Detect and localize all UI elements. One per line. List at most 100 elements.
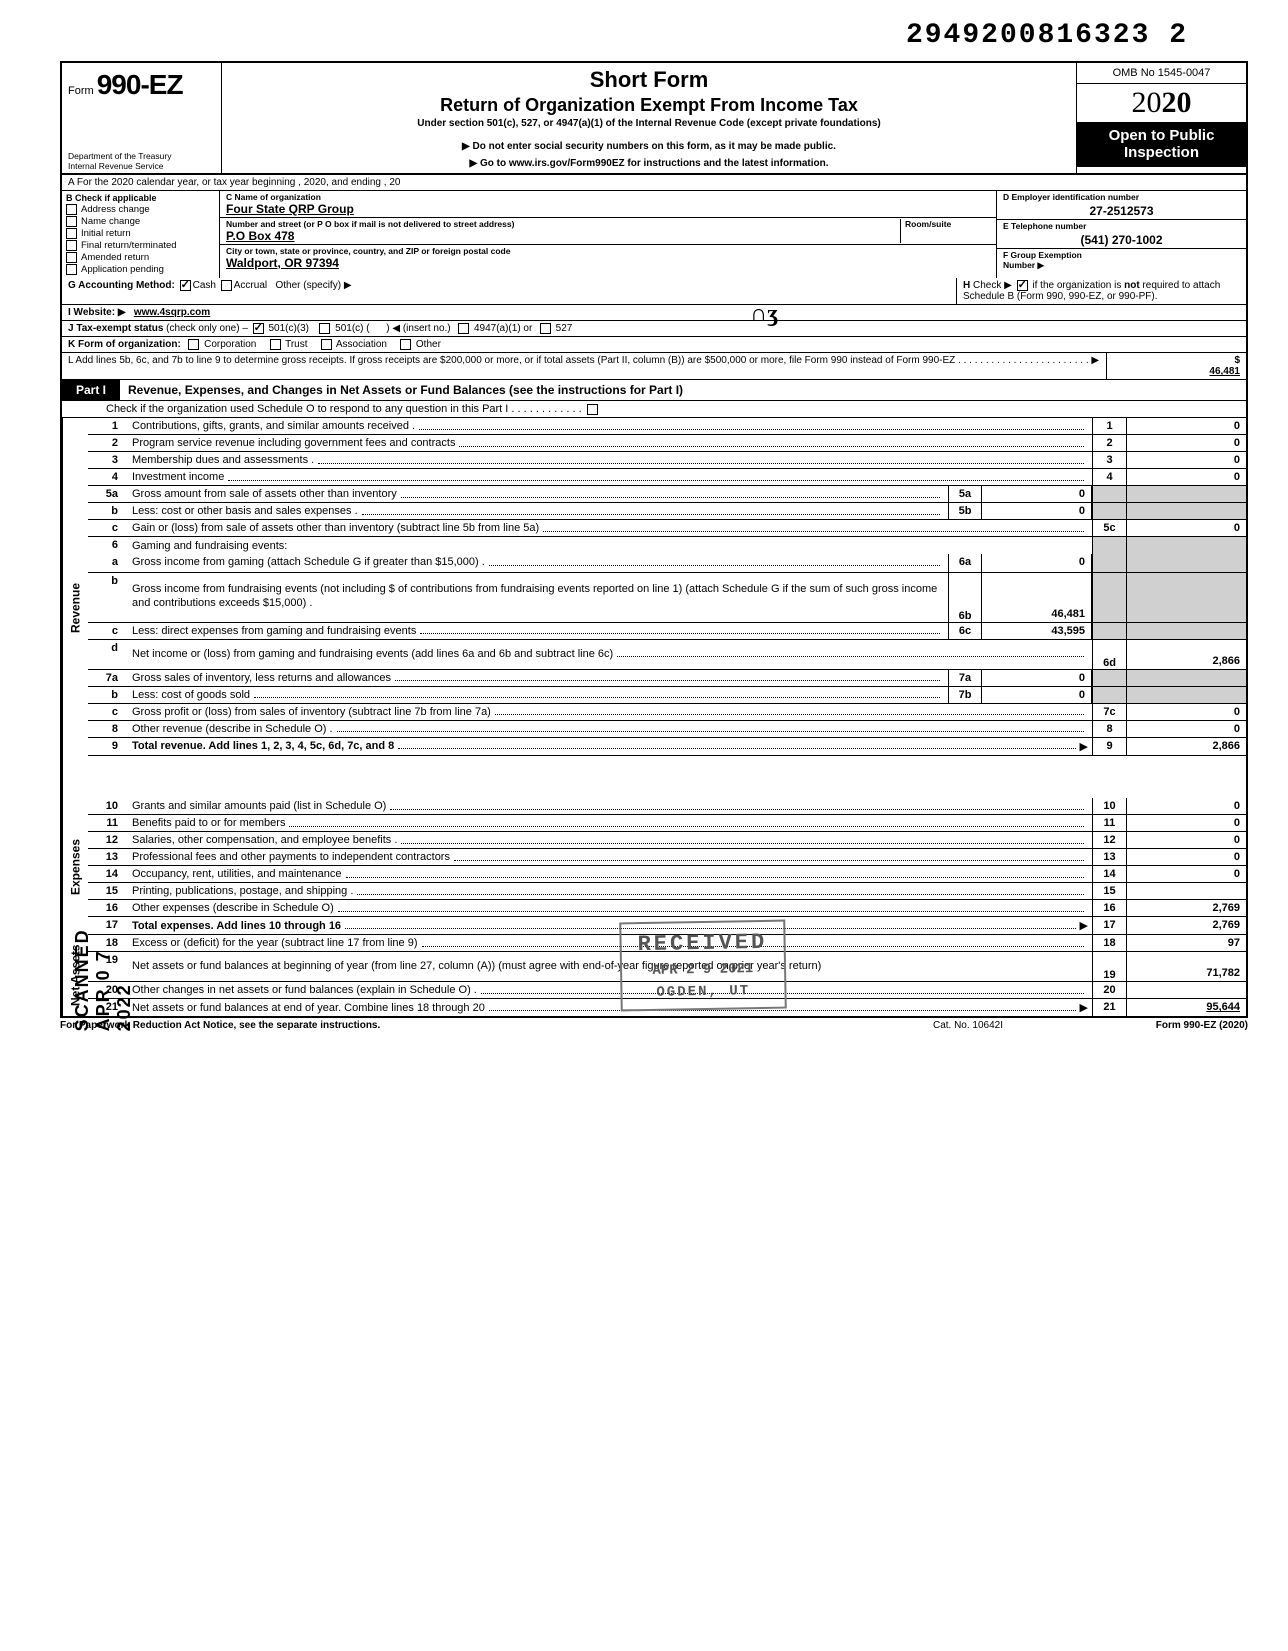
end-num: 20: [1092, 982, 1126, 998]
end-amt: 0: [1126, 435, 1246, 451]
end-num: 1: [1092, 418, 1126, 434]
line-6b: b Gross income from fundraising events (…: [88, 573, 1246, 623]
line-5a: 5a Gross amount from sale of assets othe…: [88, 486, 1246, 503]
chk-amended-return[interactable]: Amended return: [66, 252, 215, 263]
checkbox-icon[interactable]: [66, 216, 77, 227]
end-amt: 0: [1126, 704, 1246, 720]
chk-label: Amended return: [81, 252, 149, 263]
chk-address-change[interactable]: Address change: [66, 204, 215, 215]
end-amt-gray: [1126, 537, 1246, 554]
line-desc: Net income or (loss) from gaming and fun…: [132, 648, 613, 661]
line-desc: Membership dues and assessments .: [132, 454, 314, 466]
line-11: 11 Benefits paid to or for members 11 0: [88, 815, 1246, 832]
mid-num: 7a: [948, 670, 982, 686]
form-header: Form 990-EZ Department of the Treasury I…: [60, 61, 1248, 175]
warn-ssn: ▶ Do not enter social security numbers o…: [230, 141, 1068, 152]
mid-amt: 0: [982, 670, 1092, 686]
checkbox-corp-icon[interactable]: [188, 339, 199, 350]
ein-label: D Employer identification number: [1003, 192, 1240, 202]
end-amt: 71,782: [1126, 952, 1246, 981]
line-desc: Benefits paid to or for members: [132, 817, 285, 829]
row-h-schedule-b: H Check ▶ if the organization is not req…: [956, 278, 1246, 304]
line-6: 6 Gaming and fundraising events:: [88, 537, 1246, 554]
checkbox-501c-icon[interactable]: [319, 323, 330, 334]
checkbox-501c3-icon[interactable]: [253, 323, 264, 334]
checkbox-icon[interactable]: [66, 264, 77, 275]
checkbox-trust-icon[interactable]: [270, 339, 281, 350]
row-l-text: L Add lines 5b, 6c, and 7b to line 9 to …: [62, 353, 1106, 379]
col-b-checkboxes: B Check if applicable Address change Nam…: [62, 191, 220, 278]
line-num: 15: [88, 883, 128, 899]
chk-name-change[interactable]: Name change: [66, 216, 215, 227]
end-amt-gray: [1126, 554, 1246, 571]
line-desc: Other changes in net assets or fund bala…: [132, 984, 477, 996]
line-6c: c Less: direct expenses from gaming and …: [88, 623, 1246, 640]
checkbox-527-icon[interactable]: [540, 323, 551, 334]
mid-amt: 43,595: [982, 623, 1092, 639]
line-desc: Gaming and fundraising events:: [132, 540, 287, 552]
checkbox-icon[interactable]: [66, 228, 77, 239]
line-7a: 7a Gross sales of inventory, less return…: [88, 670, 1246, 687]
checkbox-icon[interactable]: [66, 240, 77, 251]
end-amt: 2,769: [1126, 900, 1246, 916]
line-9: 9 Total revenue. Add lines 1, 2, 3, 4, 5…: [88, 738, 1246, 756]
row-check-schedule-o: Check if the organization used Schedule …: [62, 401, 1246, 418]
line-desc: Professional fees and other payments to …: [132, 851, 450, 863]
city-row: City or town, state or province, country…: [220, 245, 996, 271]
end-num: 8: [1092, 721, 1126, 737]
line-desc: Total revenue. Add lines 1, 2, 3, 4, 5c,…: [132, 740, 394, 752]
group-exemption-row: F Group Exemption Number ▶: [997, 249, 1246, 275]
part-1-header: Part I Revenue, Expenses, and Changes in…: [60, 380, 1248, 401]
line-num: 3: [88, 452, 128, 468]
checkbox-icon[interactable]: [66, 252, 77, 263]
org-name-row: C Name of organization Four State QRP Gr…: [220, 191, 996, 218]
end-num: 21: [1092, 999, 1126, 1016]
dept-line2: Internal Revenue Service: [68, 162, 215, 171]
phone-row: E Telephone number (541) 270-1002: [997, 220, 1246, 249]
warn-url: ▶ Go to www.irs.gov/Form990EZ for instru…: [230, 158, 1068, 169]
chk-final-return[interactable]: Final return/terminated: [66, 240, 215, 251]
end-amt-gray: [1126, 573, 1246, 622]
mid-num: 6c: [948, 623, 982, 639]
ein-value: 27-2512573: [1003, 204, 1240, 218]
line-6d: d Net income or (loss) from gaming and f…: [88, 640, 1246, 670]
end-num: 11: [1092, 815, 1126, 831]
dollar-sign: $: [1234, 355, 1240, 366]
col-c-org-info: C Name of organization Four State QRP Gr…: [220, 191, 996, 278]
chk-label: Initial return: [81, 228, 131, 239]
end-amt: 0: [1126, 469, 1246, 485]
chk-initial-return[interactable]: Initial return: [66, 228, 215, 239]
checkbox-cash-icon[interactable]: [180, 280, 191, 291]
end-num: 10: [1092, 798, 1126, 814]
open-public-2: Inspection: [1079, 144, 1244, 161]
checkbox-schedule-o-icon[interactable]: [587, 404, 598, 415]
checkbox-other-icon[interactable]: [400, 339, 411, 350]
checkbox-schedule-b-icon[interactable]: [1017, 280, 1028, 291]
line-2: 2 Program service revenue including gove…: [88, 435, 1246, 452]
footer-cat: Cat. No. 10642I: [868, 1020, 1068, 1031]
mid-amt: 0: [982, 486, 1092, 502]
line-desc: Grants and similar amounts paid (list in…: [132, 800, 386, 812]
checkbox-icon[interactable]: [66, 204, 77, 215]
checkbox-assoc-icon[interactable]: [321, 339, 332, 350]
chk-application-pending[interactable]: Application pending: [66, 264, 215, 275]
end-num: 6d: [1092, 640, 1126, 669]
line-desc: Other revenue (describe in Schedule O) .: [132, 723, 333, 735]
part-1-title: Revenue, Expenses, and Changes in Net As…: [120, 380, 691, 400]
line-desc: Excess or (deficit) for the year (subtra…: [132, 937, 418, 949]
line-num: 16: [88, 900, 128, 916]
line-desc: Gross profit or (loss) from sales of inv…: [132, 706, 491, 718]
line-num: d: [88, 640, 128, 669]
line-desc: Occupancy, rent, utilities, and maintena…: [132, 868, 342, 880]
line-num: c: [88, 623, 128, 639]
mid-amt: 0: [982, 503, 1092, 519]
line-19: 19 Net assets or fund balances at beginn…: [88, 952, 1246, 982]
end-amt-gray: [1126, 486, 1246, 502]
end-amt: 0: [1126, 418, 1246, 434]
line-13: 13 Professional fees and other payments …: [88, 849, 1246, 866]
line-desc: Other expenses (describe in Schedule O): [132, 902, 334, 914]
checkbox-accrual-icon[interactable]: [221, 280, 232, 291]
checkbox-4947-icon[interactable]: [458, 323, 469, 334]
row-i-website: I Website: ▶ www.4sqrp.com: [60, 305, 1248, 321]
line-num: c: [88, 520, 128, 536]
